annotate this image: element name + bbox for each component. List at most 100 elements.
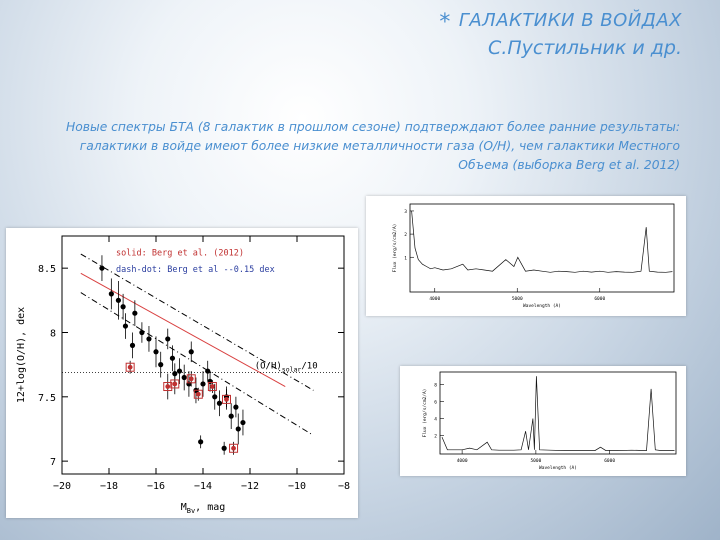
data-point xyxy=(115,281,121,320)
marker-box xyxy=(193,389,203,399)
spectrum-1-panel: 4000 5000 6000 1 2 3 Wavelength (A) Flux (erg/s… xyxy=(366,196,686,316)
data-point xyxy=(200,371,206,397)
marker-box xyxy=(222,394,231,404)
marker-dot xyxy=(165,384,171,389)
spectrum-2-x-label: Wavelength (A) xyxy=(539,465,577,471)
spectrum-2-plot: 4000 5000 6000 2 4 6 8 Wavelength (A) Flux (erg/… xyxy=(422,371,677,471)
void-galaxy-point xyxy=(207,380,217,393)
x-tick-label: −14 xyxy=(194,481,212,492)
data-point xyxy=(108,278,114,310)
title-block: * ГАЛАКТИКИ В ВОЙДАХ С.Пустильник и др. xyxy=(439,10,682,59)
data-point xyxy=(99,255,105,282)
marker-dot xyxy=(235,426,241,432)
marker-dot xyxy=(221,445,227,451)
marker-dot xyxy=(115,297,121,303)
spectrum-2-y-tick-label: 6 xyxy=(434,400,437,406)
data-point xyxy=(158,351,164,378)
marker-dot xyxy=(198,439,204,445)
marker-dot xyxy=(200,381,206,387)
spectrum-1-y-tick-label: 2 xyxy=(404,232,407,238)
marker-dot xyxy=(224,396,229,402)
spectrum-1-y-tick-label: 3 xyxy=(404,209,407,215)
y-tick-label: 8.5 xyxy=(38,264,56,275)
marker-box xyxy=(125,362,135,372)
spectrum-2-series-line xyxy=(441,376,675,451)
spectrum-1-x-tick-label: 4000 xyxy=(429,296,440,302)
marker-dot xyxy=(165,336,171,342)
slide-title-text: ГАЛАКТИКИ В ВОЙДАХ xyxy=(458,10,682,31)
marker-box xyxy=(207,382,217,392)
marker-box xyxy=(163,382,173,392)
marker-dot xyxy=(99,265,105,271)
y-tick-label: 7 xyxy=(50,457,56,468)
marker-dot xyxy=(169,355,176,361)
legend-dashdot: dash-dot: Berg et al --0.15 dex xyxy=(116,265,275,275)
marker-dot xyxy=(228,413,234,419)
data-point xyxy=(181,364,187,391)
fit-line-solid xyxy=(80,272,286,387)
marker-dot xyxy=(195,391,201,397)
y-tick-label: 7.5 xyxy=(38,393,56,404)
data-point xyxy=(221,441,227,455)
spectrum-1-series-line xyxy=(411,210,673,273)
data-point xyxy=(120,293,126,320)
marker-dot xyxy=(158,362,164,368)
x-tick-label: −10 xyxy=(288,481,306,492)
spectrum-2-y-tick-label: 8 xyxy=(434,383,437,389)
marker-dot xyxy=(188,349,194,355)
data-point xyxy=(129,332,136,359)
marker-dot xyxy=(233,404,239,410)
data-point xyxy=(205,360,211,382)
slide-authors: С.Пустильник и др. xyxy=(488,37,682,59)
spectrum-2-x-tick-label: 4000 xyxy=(457,458,468,464)
data-point xyxy=(198,435,204,449)
marker-dot xyxy=(129,342,136,348)
spectrum-2-y-tick-label: 2 xyxy=(434,433,437,439)
spectrum-2-x-tick-label: 6000 xyxy=(604,458,615,464)
spectrum-2-frame xyxy=(439,371,677,455)
slide-title: * ГАЛАКТИКИ В ВОЙДАХ xyxy=(439,10,682,35)
void-galaxy-point xyxy=(222,389,231,410)
y-axis-label: 12+log(O/H), dex xyxy=(16,307,27,403)
spectrum-1-x-tick-label: 6000 xyxy=(594,296,605,302)
marker-dot xyxy=(108,291,114,297)
x-tick-label: −12 xyxy=(241,481,259,492)
marker-dot xyxy=(188,376,194,382)
marker-dot xyxy=(127,364,133,370)
solar-annotation: (O/H)solar/10 xyxy=(255,361,318,373)
marker-dot xyxy=(132,310,138,316)
marker-dot xyxy=(146,336,152,342)
spectrum-2-panel: 4000 5000 6000 2 4 6 8 Wavelength (A) Flux (erg/… xyxy=(400,366,686,476)
data-point xyxy=(240,409,246,436)
marker-dot xyxy=(153,349,159,355)
marker-dot xyxy=(120,304,126,310)
x-tick-label: −16 xyxy=(147,481,165,492)
data-point xyxy=(233,396,239,418)
data-point xyxy=(122,313,129,339)
marker-dot xyxy=(122,323,129,329)
marker-dot xyxy=(176,368,183,374)
spectrum-2-y-label: Flux (erg/s/cm2/A) xyxy=(422,389,428,438)
spectrum-1-y-tick-label: 1 xyxy=(404,255,407,261)
marker-dot xyxy=(212,394,218,400)
x-tick-label: −8 xyxy=(338,481,350,492)
void-galaxy-point xyxy=(163,373,173,400)
marker-box xyxy=(170,379,180,389)
data-point xyxy=(165,328,171,350)
x-tick-label: −18 xyxy=(100,481,118,492)
data-point xyxy=(146,326,152,352)
spectrum-2-y-tick-label: 4 xyxy=(434,416,437,422)
marker-dot xyxy=(172,381,178,387)
void-galaxy-point xyxy=(186,371,196,387)
marker-dot xyxy=(181,374,187,381)
void-galaxy-point xyxy=(229,441,239,455)
marker-dot xyxy=(216,400,223,406)
marker-dot xyxy=(240,419,246,426)
data-point xyxy=(139,322,145,343)
data-point xyxy=(176,358,183,384)
x-tick-label: −20 xyxy=(53,481,71,492)
spectrum-1-plot: 4000 5000 6000 1 2 3 Wavelength (A) Flux (erg/s… xyxy=(392,203,675,309)
marker-dot xyxy=(172,371,178,377)
spectrum-1-frame xyxy=(409,203,675,293)
spectrum-2-x-tick-label: 5000 xyxy=(530,458,541,464)
